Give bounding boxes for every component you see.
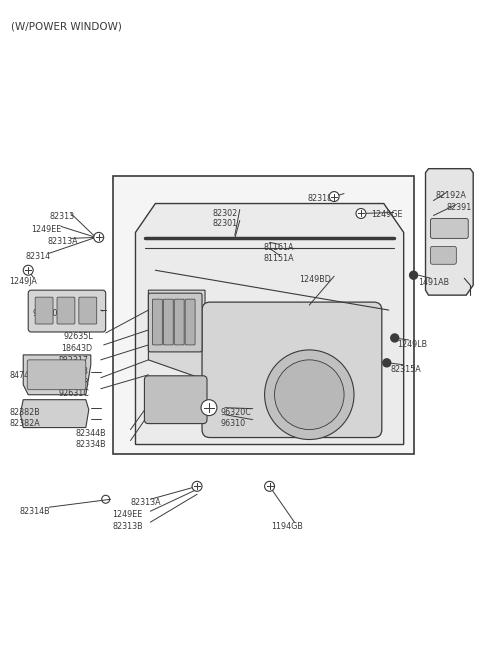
Circle shape bbox=[356, 209, 366, 218]
Text: 82314: 82314 bbox=[25, 253, 50, 261]
Text: 1249EE: 1249EE bbox=[113, 510, 143, 520]
Text: 1194GB: 1194GB bbox=[272, 522, 303, 531]
Text: 82315A: 82315A bbox=[391, 365, 421, 374]
Circle shape bbox=[264, 482, 275, 491]
Text: P82317: P82317 bbox=[58, 356, 88, 365]
Text: 92631C: 92631C bbox=[58, 389, 89, 398]
Circle shape bbox=[329, 192, 339, 201]
Text: 82314B: 82314B bbox=[19, 507, 50, 516]
Text: (W/POWER WINDOW): (W/POWER WINDOW) bbox=[12, 21, 122, 31]
Text: 96320C: 96320C bbox=[221, 407, 252, 417]
Circle shape bbox=[192, 482, 202, 491]
Polygon shape bbox=[148, 290, 205, 380]
Circle shape bbox=[391, 334, 399, 342]
Text: 82192A: 82192A bbox=[435, 191, 467, 199]
Text: 96310: 96310 bbox=[221, 419, 246, 428]
Text: 82313B: 82313B bbox=[113, 522, 143, 531]
FancyBboxPatch shape bbox=[148, 293, 202, 352]
Text: 92635L: 92635L bbox=[64, 332, 94, 341]
Circle shape bbox=[383, 359, 391, 367]
Text: 82318D: 82318D bbox=[307, 194, 338, 203]
Text: 93570D: 93570D bbox=[32, 309, 64, 318]
Text: 1491AB: 1491AB bbox=[419, 278, 450, 287]
Text: 1249EE: 1249EE bbox=[31, 226, 61, 234]
FancyBboxPatch shape bbox=[79, 297, 97, 324]
Polygon shape bbox=[23, 355, 91, 395]
Text: 82302: 82302 bbox=[213, 209, 238, 218]
FancyBboxPatch shape bbox=[35, 297, 53, 324]
Text: 1249LB: 1249LB bbox=[396, 340, 427, 349]
FancyBboxPatch shape bbox=[163, 299, 173, 345]
Text: 82301: 82301 bbox=[213, 220, 238, 228]
Text: 82313: 82313 bbox=[49, 213, 74, 222]
FancyBboxPatch shape bbox=[57, 297, 75, 324]
Text: 1249GE: 1249GE bbox=[371, 211, 402, 220]
Circle shape bbox=[409, 271, 418, 279]
Text: 82382B: 82382B bbox=[9, 407, 40, 417]
Text: 82313A: 82313A bbox=[47, 237, 78, 247]
FancyBboxPatch shape bbox=[113, 176, 414, 455]
Text: 92631R: 92631R bbox=[58, 378, 89, 387]
FancyBboxPatch shape bbox=[28, 290, 106, 332]
Polygon shape bbox=[20, 400, 89, 428]
Circle shape bbox=[264, 350, 354, 440]
Text: 82344B: 82344B bbox=[76, 428, 107, 438]
FancyBboxPatch shape bbox=[431, 247, 456, 264]
FancyBboxPatch shape bbox=[174, 299, 184, 345]
Text: 81151A: 81151A bbox=[264, 255, 294, 263]
Text: 81161A: 81161A bbox=[264, 243, 294, 253]
Circle shape bbox=[23, 265, 33, 276]
Circle shape bbox=[275, 360, 344, 430]
Text: 1249BD: 1249BD bbox=[300, 276, 331, 284]
Text: 1249JA: 1249JA bbox=[9, 277, 37, 286]
Text: 82313A: 82313A bbox=[131, 499, 161, 507]
Text: 84747: 84747 bbox=[9, 371, 35, 380]
Polygon shape bbox=[425, 169, 473, 295]
FancyBboxPatch shape bbox=[202, 302, 382, 438]
FancyBboxPatch shape bbox=[144, 376, 207, 424]
FancyBboxPatch shape bbox=[27, 360, 86, 390]
Text: P82318: P82318 bbox=[58, 367, 88, 376]
Text: 18643D: 18643D bbox=[61, 344, 92, 353]
Text: 82334B: 82334B bbox=[76, 440, 107, 449]
Text: 82391: 82391 bbox=[446, 203, 472, 211]
Circle shape bbox=[94, 232, 104, 242]
FancyBboxPatch shape bbox=[152, 299, 162, 345]
FancyBboxPatch shape bbox=[431, 218, 468, 238]
Circle shape bbox=[201, 400, 217, 416]
Polygon shape bbox=[135, 203, 404, 445]
FancyBboxPatch shape bbox=[185, 299, 195, 345]
Text: 82382A: 82382A bbox=[9, 419, 40, 428]
